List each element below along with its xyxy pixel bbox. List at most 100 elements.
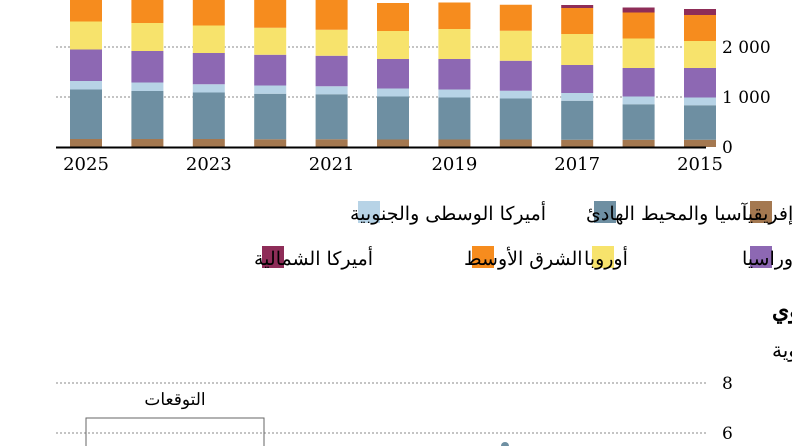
bar-segment-middle-east (499, 4, 532, 31)
legend-label-asia-pacific: آسيا والمحيط الهادئ (586, 202, 748, 225)
bar-segment-europe (622, 38, 655, 68)
bar-segment-middle-east (254, 0, 287, 28)
legend-label-middle-east: الشرق الأوسط (464, 246, 583, 270)
y-tick-label: 0 (722, 138, 733, 158)
bar-segment-africa (622, 139, 655, 147)
legend-label-europe: أوروبا (584, 245, 628, 270)
bar-segment-eurasia (684, 68, 716, 98)
bar-segment-europe (192, 25, 225, 53)
bar-segment-middle-east (70, 0, 102, 22)
bar-segment-africa (438, 139, 471, 147)
x-tick-label: 2023 (186, 154, 232, 175)
bar-segment-middle-east (315, 0, 348, 30)
annual-change-point (501, 442, 509, 446)
legend-swatch-north-america (262, 246, 284, 268)
bar-segment-africa (315, 139, 348, 147)
bar-segment-asia-pacific (70, 89, 102, 139)
bar-segment-eurasia (438, 59, 471, 90)
y-tick-labels: 2 000 1 000 0 (722, 38, 771, 158)
y-tick-label: 1 000 (722, 88, 771, 108)
bar-segment-asia-pacific (499, 98, 532, 140)
x-tick-label: 2015 (677, 154, 723, 175)
bar-segment-middle-east (438, 2, 471, 29)
bar-segment-eurasia (192, 53, 225, 85)
bar-segment-europe (499, 30, 532, 61)
legend-label-north-america: أميركا الشمالية (254, 245, 373, 270)
bar-segment-latin-america (70, 81, 102, 90)
bar-segment-africa (561, 139, 594, 147)
bar-segment-africa (377, 139, 409, 147)
bar-segment-eurasia (315, 55, 348, 87)
bar-segment-latin-america (684, 97, 716, 106)
bar-segment-north-america (561, 5, 594, 8)
bar-segment-africa (192, 139, 225, 147)
bar-segment-middle-east (622, 12, 655, 39)
legend-swatch-latin-america (358, 201, 380, 223)
forecast-box (85, 417, 265, 446)
legend-swatch-eurasia (750, 246, 772, 268)
bar-segment-eurasia (70, 49, 102, 81)
bar-segment-middle-east (561, 8, 594, 34)
annual-change-subtitle: بالنسبة المئوية (772, 338, 792, 362)
legend-label-eurasia: أوراسيا (742, 245, 792, 270)
bar-segment-middle-east (192, 0, 225, 26)
bar-segment-europe (131, 23, 164, 51)
bar-segment-asia-pacific (131, 91, 164, 139)
bar-segment-latin-america (561, 93, 594, 101)
bar-segment-europe (684, 41, 716, 68)
x-tick-label: 2021 (309, 154, 355, 175)
legend-swatch-asia-pacific (594, 201, 616, 223)
bar-segment-eurasia (377, 59, 409, 89)
bar-segment-eurasia (622, 68, 655, 97)
bar-segment-eurasia (131, 51, 164, 83)
annual-change-y-tick: 8 (722, 374, 733, 394)
bar-segment-latin-america (377, 88, 409, 97)
bar-segment-latin-america (499, 90, 532, 99)
bar-segment-asia-pacific (377, 96, 409, 140)
bar-segment-africa (499, 139, 532, 147)
annual-change-grid: 86 (56, 374, 733, 444)
bar-segment-middle-east (377, 3, 409, 31)
bar-segment-europe (561, 34, 594, 65)
bar-segment-asia-pacific (192, 92, 225, 139)
bar-segment-europe (254, 27, 287, 55)
bar-segment-africa (131, 139, 164, 147)
bar-segment-europe (377, 31, 409, 59)
y-tick-label: 2 000 (722, 38, 771, 58)
bar-segment-latin-america (131, 82, 164, 91)
bar-segment-latin-america (622, 96, 655, 105)
x-tick-labels: 2025 2023 2021 2019 2017 2015 (63, 154, 723, 175)
bar-segment-eurasia (254, 54, 287, 86)
bar-segment-asia-pacific (684, 105, 716, 140)
bar-segment-asia-pacific (561, 100, 594, 140)
bar-segment-africa (684, 139, 716, 147)
bar-segment-latin-america (315, 86, 348, 95)
x-tick-label: 2025 (63, 154, 109, 175)
bar-segment-north-america (684, 9, 716, 15)
bar-segment-europe (70, 21, 102, 50)
bar-segment-africa (70, 139, 102, 147)
forecast-label: التوقعات (144, 390, 205, 410)
legend-swatch-africa (750, 201, 772, 223)
bar-segment-africa (254, 139, 287, 147)
legend-swatch-middle-east (472, 246, 494, 268)
bar-segment-asia-pacific (254, 93, 287, 140)
bar-segment-latin-america (192, 84, 225, 93)
bar-segment-asia-pacific (315, 94, 348, 140)
bar-segment-europe (438, 29, 471, 59)
annual-change-y-tick: 6 (722, 424, 733, 444)
bar-segment-latin-america (438, 89, 471, 98)
x-tick-label: 2019 (431, 154, 477, 175)
legend-label-africa: إفريقيا (742, 203, 792, 225)
bar-segment-middle-east (131, 0, 164, 23)
bar-segment-asia-pacific (622, 104, 655, 140)
legend-label-latin-america: أميركا الوسطى والجنوبية (350, 200, 546, 225)
bar-segment-latin-america (254, 85, 287, 94)
stacked-bars (70, 0, 716, 147)
bar-segment-eurasia (499, 60, 532, 91)
legend-swatch-europe (592, 246, 614, 268)
bar-segment-europe (315, 29, 348, 56)
bar-segment-north-america (622, 7, 655, 13)
